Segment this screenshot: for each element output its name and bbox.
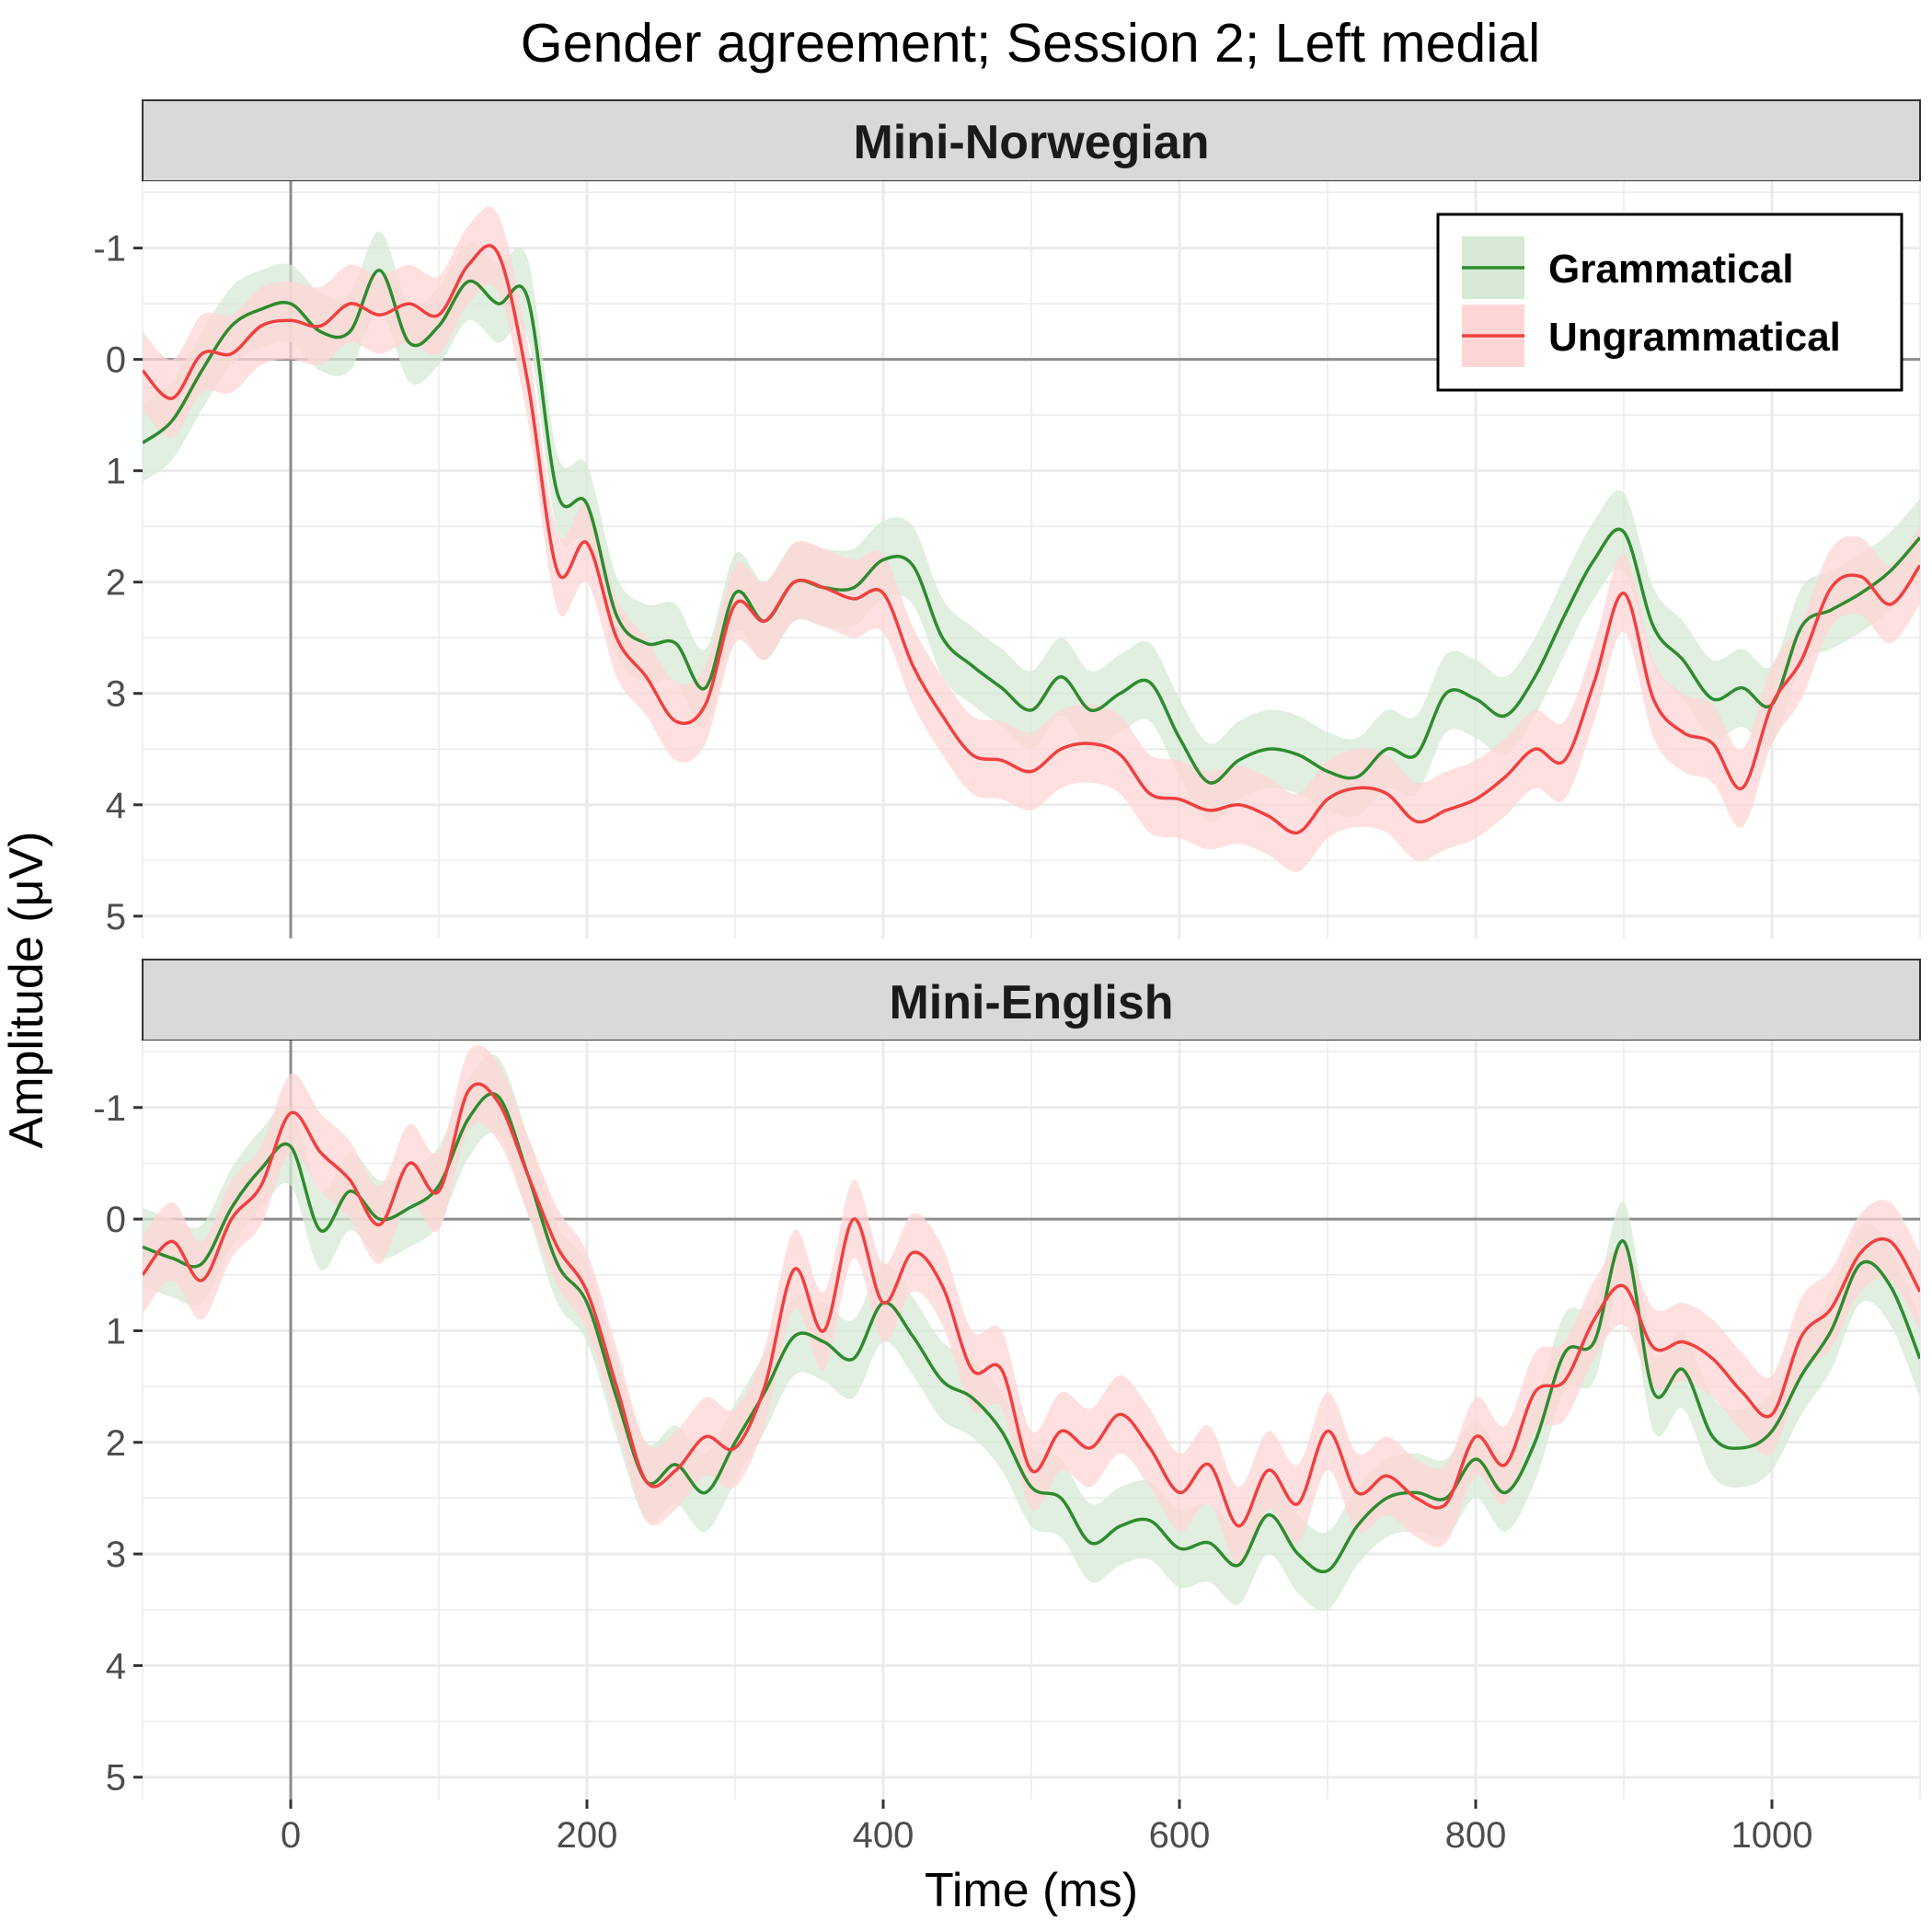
y-tick-label: 2: [106, 563, 126, 604]
x-tick-label: 1000: [1731, 1815, 1813, 1856]
band-ungrammatical: [143, 206, 1920, 872]
panel-mini-english: Mini-English -1 0 1 2 3 4 5: [93, 959, 1921, 1800]
panel-strip: [142, 99, 1921, 182]
y-tick-label: 4: [106, 1646, 126, 1686]
y-tick-label: 0: [106, 340, 126, 381]
y-axis: -1 0 1 2 3 4 5: [93, 1088, 143, 1799]
legend-label: Ungrammatical: [1548, 315, 1841, 360]
y-tick-label: 4: [106, 786, 126, 826]
chart-title: Gender agreement; Session 2; Left medial: [521, 13, 1541, 74]
y-tick-label: 5: [106, 897, 126, 937]
y-tick-label: -1: [93, 229, 126, 270]
x-tick-label: 200: [557, 1815, 618, 1856]
series-line-ungrammatical: [143, 1082, 1920, 1528]
x-tick-label: 0: [281, 1815, 301, 1856]
legend-label: Grammatical: [1548, 247, 1794, 292]
y-tick-label: 0: [106, 1200, 126, 1240]
legend-item-ungrammatical: Ungrammatical: [1462, 305, 1841, 367]
y-tick-label: 1: [106, 452, 126, 492]
series-line-ungrammatical: [143, 244, 1920, 835]
legend: Grammatical Ungrammatical: [1436, 213, 1903, 392]
y-tick-label: 2: [106, 1423, 126, 1464]
y-axis-title: Amplitude (μV): [0, 832, 53, 1149]
panel-mini-norwegian: Mini-Norwegian -1 0 1 2 3 4 5: [93, 99, 1921, 938]
panel-strip: [142, 959, 1921, 1041]
x-tick-label: 800: [1445, 1815, 1507, 1856]
x-axis-title: Time (ms): [925, 1864, 1138, 1917]
y-tick-label: -1: [93, 1088, 126, 1129]
y-tick-label: 5: [106, 1758, 126, 1799]
x-tick-label: 400: [853, 1815, 914, 1856]
y-tick-label: 3: [106, 1535, 126, 1575]
x-tick-label: 600: [1149, 1815, 1211, 1856]
y-tick-label: 1: [106, 1311, 126, 1351]
panel-strip-label: Mini-English: [889, 976, 1173, 1029]
legend-item-grammatical: Grammatical: [1462, 236, 1794, 299]
y-axis: -1 0 1 2 3 4 5: [93, 229, 143, 937]
y-tick-label: 3: [106, 674, 126, 715]
series-line-grammatical: [143, 269, 1920, 785]
band-grammatical: [143, 231, 1920, 822]
x-axis: 0 200 400 600 800 1000: [281, 1800, 1813, 1856]
panel-strip-label: Mini-Norwegian: [853, 116, 1209, 169]
